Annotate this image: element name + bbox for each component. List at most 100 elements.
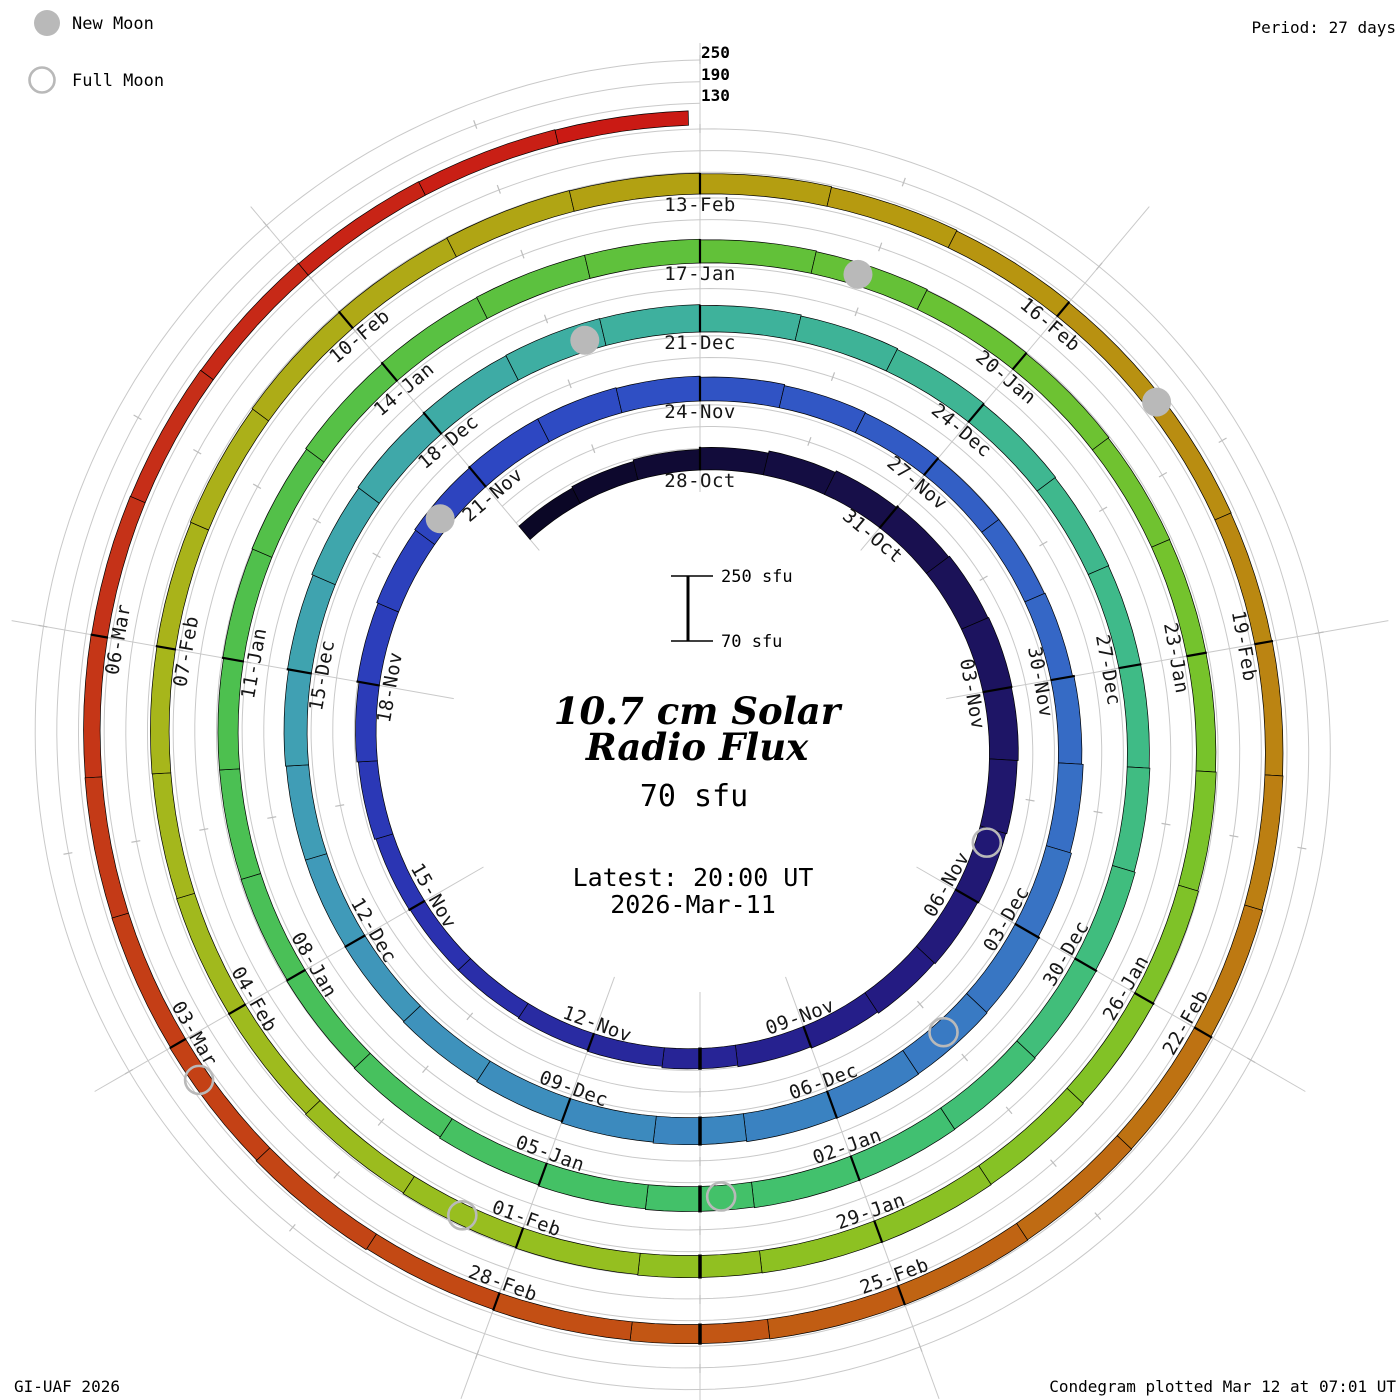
- grid-minor-tick: [1067, 953, 1077, 960]
- grid-spoke: [916, 866, 1306, 1092]
- chart-title-line2: Radio Flux: [585, 725, 809, 769]
- latest-time-label: Latest: 20:00 UT: [573, 863, 814, 892]
- grid-minor-tick: [63, 852, 73, 855]
- flux-day-segment: [925, 555, 989, 630]
- grid-minor-tick: [520, 249, 525, 259]
- day-boundary-tick: [408, 899, 426, 912]
- full-moon-icon: [28, 66, 56, 94]
- day-boundary-tick: [802, 1025, 813, 1048]
- grid-minor-tick: [961, 1053, 969, 1062]
- flux-day-segment: [759, 1220, 883, 1274]
- flux-day-segment: [1045, 762, 1084, 854]
- grid-minor-tick: [1158, 471, 1168, 478]
- grid-spiral-guide: [56, 81, 1310, 1369]
- flux-day-segment: [189, 408, 270, 531]
- grid-minor-tick: [244, 999, 253, 1006]
- grid-minor-tick: [918, 473, 926, 482]
- radial-axis: 250 190 130: [701, 43, 730, 105]
- grid-minor-tick: [1005, 1106, 1013, 1115]
- flux-day-segment: [217, 657, 244, 771]
- flux-day-segment: [947, 230, 1070, 317]
- day-boundary-tick: [825, 1090, 839, 1119]
- radial-tick-130: 130: [701, 86, 730, 105]
- flux-day-segment: [1147, 397, 1232, 521]
- grid-minor-tick: [474, 1350, 480, 1359]
- grid-minor-tick: [591, 444, 596, 454]
- flux-day-segment: [778, 385, 866, 434]
- grid-minor-tick: [1094, 1212, 1102, 1220]
- day-boundary-tick: [1254, 639, 1274, 646]
- grid-minor-tick: [1127, 988, 1136, 995]
- day-boundary-tick: [1186, 651, 1208, 658]
- plotted-timestamp: Condegram plotted Mar 12 at 07:01 UT: [1049, 1377, 1396, 1396]
- grid-minor-tick: [1161, 822, 1171, 826]
- day-boundary-tick: [1074, 957, 1098, 973]
- flux-day-segment: [554, 110, 689, 145]
- legend-new-moon-label: New Moon: [72, 14, 154, 34]
- grid-minor-tick: [312, 517, 321, 524]
- grid-minor-tick: [193, 448, 202, 455]
- flux-day-segment: [283, 669, 312, 767]
- flux-day-segment: [1178, 770, 1217, 892]
- day-boundary-tick: [873, 1220, 884, 1244]
- day-boundary-tick: [1014, 922, 1041, 940]
- flux-day-segment: [515, 1227, 641, 1275]
- flux-day-segment: [743, 1090, 838, 1143]
- new-moon-marker: [570, 325, 600, 355]
- grid-minor-tick: [1039, 540, 1048, 547]
- day-boundary-tick: [1056, 301, 1071, 318]
- flux-day-segment: [176, 892, 246, 1015]
- grid-minor-tick: [830, 372, 836, 382]
- day-boundary-tick: [286, 668, 313, 675]
- grid-minor-tick: [184, 1034, 193, 1041]
- grid-minor-tick: [1314, 631, 1324, 635]
- day-boundary-tick: [1118, 663, 1142, 670]
- day-boundary-tick: [155, 644, 177, 651]
- grid-minor-tick: [422, 1065, 429, 1074]
- grid-minor-tick: [567, 379, 572, 389]
- legend: New Moon Full Moon: [28, 10, 164, 94]
- flux-day-segment: [1194, 904, 1264, 1038]
- flux-day-segment: [978, 1087, 1084, 1185]
- grid-minor-tick: [1297, 846, 1307, 850]
- full-moon-marker: [928, 1016, 959, 1048]
- spiral-date-label: 28-Oct: [664, 470, 736, 492]
- scale-bar: 250 sfu 70 sfu: [671, 567, 793, 652]
- spiral-date-label: 21-Dec: [664, 332, 736, 354]
- day-boundary-tick: [967, 403, 985, 424]
- grid-minor-tick: [473, 120, 478, 129]
- grid-minor-tick: [262, 221, 270, 229]
- spiral-date-label: 24-Nov: [664, 401, 736, 423]
- grid-minor-tick: [1095, 262, 1103, 270]
- day-boundary-tick: [514, 1227, 525, 1249]
- flux-day-segment: [979, 758, 1018, 835]
- flux-day-segment: [353, 1052, 453, 1138]
- flux-day-segment: [1254, 640, 1284, 777]
- grid-minor-tick: [1050, 1159, 1057, 1168]
- grid-minor-tick: [466, 1012, 474, 1021]
- day-boundary-tick: [337, 310, 354, 330]
- grid-minor-tick: [131, 840, 141, 843]
- day-boundary-tick: [586, 1032, 596, 1052]
- radial-tick-250: 250: [701, 43, 730, 62]
- grid-minor-tick: [174, 648, 184, 652]
- flux-day-segment: [916, 289, 1028, 370]
- day-boundary-tick: [380, 361, 399, 383]
- day-boundary-tick: [878, 505, 899, 529]
- grid-minor-tick: [333, 1171, 341, 1179]
- flux-day-segment: [826, 186, 958, 249]
- grid-minor-tick: [124, 1068, 134, 1075]
- day-boundary-tick: [344, 934, 366, 949]
- grid-minor-tick: [267, 816, 277, 819]
- flux-day-segment: [457, 958, 529, 1019]
- scale-bottom-label: 70 sfu: [721, 632, 782, 652]
- flux-day-segment: [902, 993, 988, 1075]
- flux-day-segment: [864, 945, 935, 1014]
- grid-minor-tick: [1247, 1057, 1256, 1064]
- grid-minor-tick: [918, 1342, 923, 1352]
- day-boundary-tick: [227, 1003, 247, 1016]
- grid-minor-tick: [854, 307, 859, 317]
- period-label: Period: 27 days: [1252, 18, 1397, 37]
- day-boundary-tick: [896, 1284, 907, 1306]
